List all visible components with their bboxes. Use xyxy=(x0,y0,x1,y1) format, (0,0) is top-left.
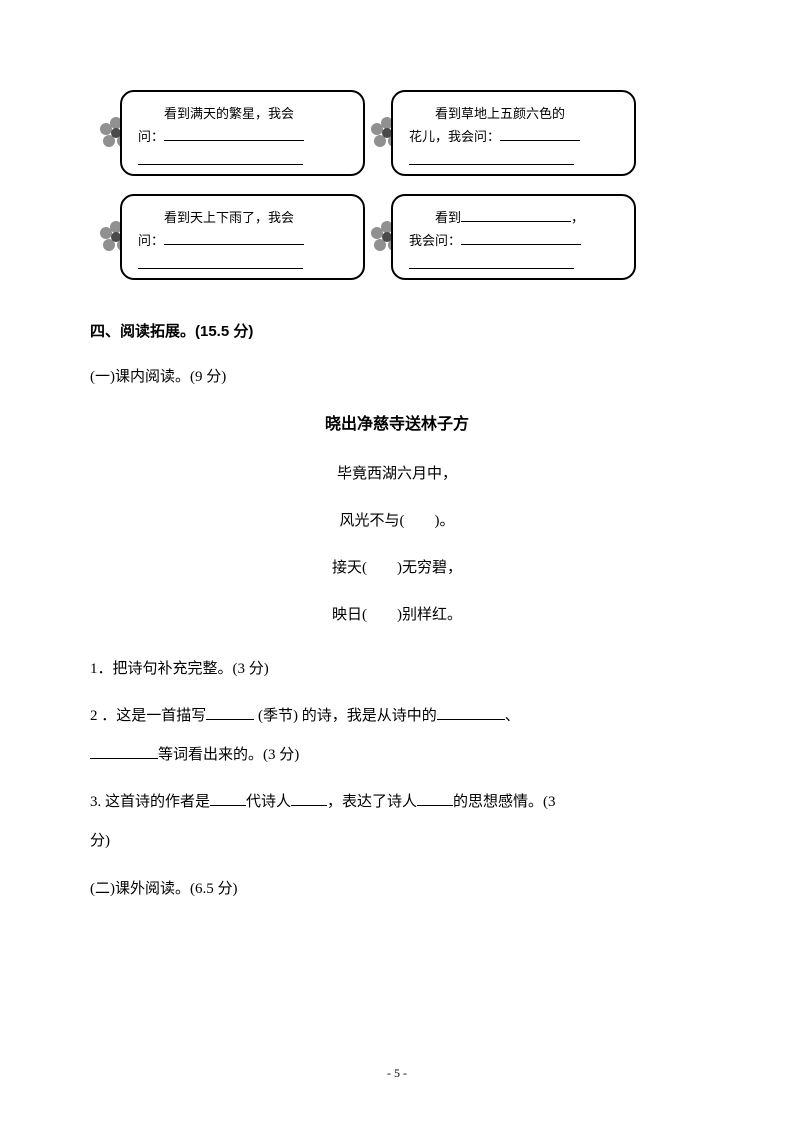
question-2: 2 ．这是一首描写 (季节) 的诗，我是从诗中的 、 等词看出来的。(3 分) xyxy=(90,697,704,775)
poem-line-2: 风光不与( )。 xyxy=(90,509,704,530)
subsection-2-heading: (二)课外阅读。(6.5 分) xyxy=(90,877,704,898)
question-1: 1．把诗句补充完整。(3 分) xyxy=(90,650,704,689)
question-box-4: 看到 ， 我会问： xyxy=(391,194,636,280)
box2-line2-prefix: 花儿，我会问： xyxy=(409,129,500,144)
box1-line2-prefix: 问： xyxy=(138,129,164,144)
box-wrap-3: 看到天上下雨了，我会 问： xyxy=(120,194,365,280)
blank[interactable] xyxy=(164,231,304,245)
box4-line1b: ， xyxy=(571,210,584,225)
blank[interactable] xyxy=(437,704,505,720)
blank[interactable] xyxy=(210,790,246,806)
box3-line2-prefix: 问： xyxy=(138,233,164,248)
blank[interactable] xyxy=(409,255,574,269)
blank[interactable] xyxy=(500,127,580,141)
poem-line-1: 毕竟西湖六月中， xyxy=(90,462,704,483)
box2-line1: 看到草地上五颜六色的 xyxy=(409,106,565,121)
question-box-1: 看到满天的繁星，我会 问： xyxy=(120,90,365,176)
q3-b: 代诗人 xyxy=(246,794,291,810)
section-4-heading: 四、阅读拓展。(15.5 分) xyxy=(90,320,704,341)
q2-e: 等词看出来的。(3 分) xyxy=(158,747,299,763)
q3-d: 的思想感情。(3 xyxy=(453,794,556,810)
box4-line1a: 看到 xyxy=(409,210,461,225)
q2-b: (季节) 的诗，我是从诗中的 xyxy=(254,708,437,724)
blank[interactable] xyxy=(206,704,254,720)
blank[interactable] xyxy=(461,208,571,222)
q3-c: ，表达了诗人 xyxy=(327,794,417,810)
blank[interactable] xyxy=(164,127,304,141)
blank[interactable] xyxy=(417,790,453,806)
question-3: 3. 这首诗的作者是 代诗人 ，表达了诗人 的思想感情。(3 分) xyxy=(90,783,704,861)
question-box-3: 看到天上下雨了，我会 问： xyxy=(120,194,365,280)
poem-title: 晓出净慈寺送林子方 xyxy=(90,410,704,434)
q2-c: 、 xyxy=(505,708,520,724)
blank[interactable] xyxy=(409,151,574,165)
blank[interactable] xyxy=(90,743,158,759)
blank[interactable] xyxy=(461,231,581,245)
subsection-1-heading: (一)课内阅读。(9 分) xyxy=(90,365,704,386)
box-wrap-4: 看到 ， 我会问： xyxy=(391,194,636,280)
blank[interactable] xyxy=(138,255,303,269)
box-wrap-2: 看到草地上五颜六色的 花儿，我会问： xyxy=(391,90,636,176)
q3-e: 分) xyxy=(90,833,110,849)
q3-a: 3. 这首诗的作者是 xyxy=(90,794,210,810)
poem-line-4: 映日( )别样红。 xyxy=(90,603,704,624)
question-box-2: 看到草地上五颜六色的 花儿，我会问： xyxy=(391,90,636,176)
box3-line1: 看到天上下雨了，我会 xyxy=(138,210,294,225)
box-row-1: 看到满天的繁星，我会 问： 看到草地上五颜六色的 花儿，我会问： xyxy=(120,90,704,176)
box-row-2: 看到天上下雨了，我会 问： 看到 ， 我会问： xyxy=(120,194,704,280)
q2-a: 2 ．这是一首描写 xyxy=(90,708,206,724)
box-wrap-1: 看到满天的繁星，我会 问： xyxy=(120,90,365,176)
box4-line2-prefix: 我会问： xyxy=(409,233,461,248)
box1-line1: 看到满天的繁星，我会 xyxy=(138,106,294,121)
page-number: - 5 - xyxy=(0,1066,794,1081)
poem-line-3: 接天( )无穷碧， xyxy=(90,556,704,577)
blank[interactable] xyxy=(138,151,303,165)
blank[interactable] xyxy=(291,790,327,806)
